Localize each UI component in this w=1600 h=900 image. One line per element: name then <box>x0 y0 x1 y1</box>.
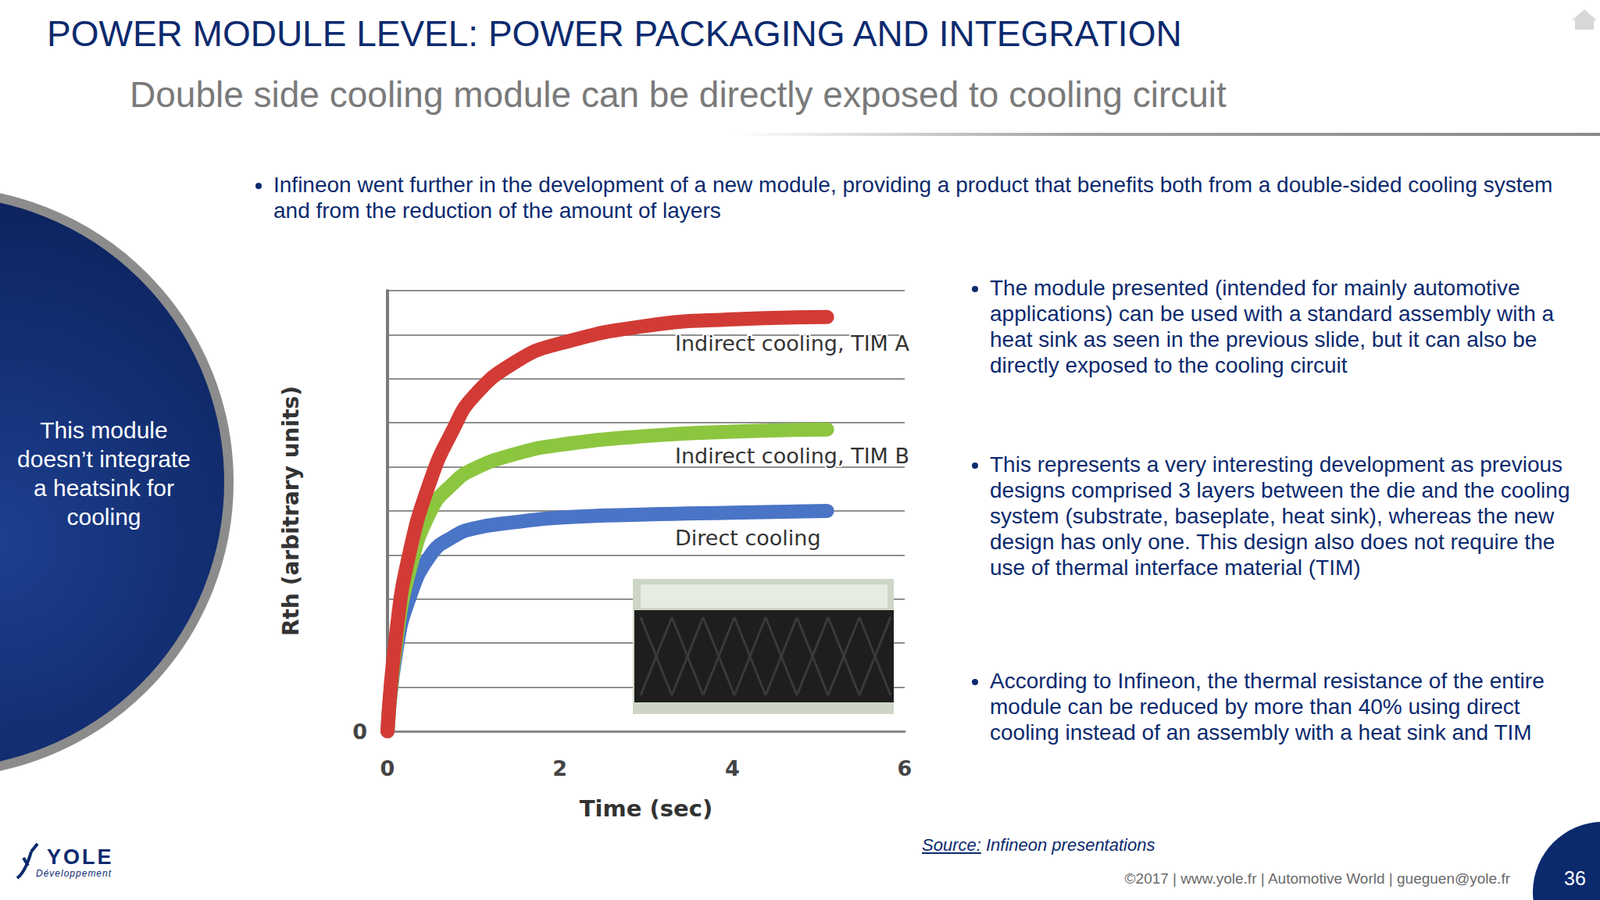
html-text:This represents a very interes: This represents a very interesting devel… <box>989 452 1570 580</box>
html-text:The module presented (intended: The module presented (intended for mainl… <box>989 275 1555 378</box>
svg-text:0: 0 <box>380 756 396 781</box>
html-text:cooling: cooling <box>66 503 142 530</box>
svg-text:Direct cooling: Direct cooling <box>675 525 822 550</box>
svg-text:4: 4 <box>725 756 740 781</box>
svg-text:6: 6 <box>897 756 913 781</box>
html-text:POWER MODULE LEVEL: POWER PACK: POWER MODULE LEVEL: POWER PACKAGING AND … <box>46 13 1182 54</box>
svg-text:Indirect cooling, TIM A: Indirect cooling, TIM A <box>675 331 910 356</box>
svg-text:Time (sec): Time (sec) <box>579 795 713 822</box>
svg-text:Indirect cooling, TIM B: Indirect cooling, TIM B <box>675 443 910 468</box>
html-text:This module: This module <box>40 417 168 443</box>
svg-text:0: 0 <box>352 719 368 744</box>
html-text:Développement: Développement <box>35 867 112 879</box>
html-text:Infineon went further in the d: Infineon went further in the development… <box>273 172 1553 223</box>
html-text:Source: Infineon presentations: Source: Infineon presentations <box>921 835 1156 855</box>
html-text:Double side cooling module can: Double side cooling module can be direct… <box>129 74 1227 115</box>
html-text:©2017 | www.yole.fr | Automoti: ©2017 | www.yole.fr | Automotive World |… <box>1124 870 1511 887</box>
html-text:YOLE: YOLE <box>46 845 114 869</box>
html-text:doesn’t integrate: doesn’t integrate <box>17 446 191 472</box>
html-text:According to Infineon, the the: According to Infineon, the thermal resis… <box>989 668 1545 745</box>
html-text:36: 36 <box>1564 867 1586 890</box>
html-text:a heatsink for: a heatsink for <box>33 475 175 501</box>
svg-text:2: 2 <box>552 756 568 781</box>
svg-text:Rth (arbitrary units): Rth (arbitrary units) <box>278 385 304 636</box>
